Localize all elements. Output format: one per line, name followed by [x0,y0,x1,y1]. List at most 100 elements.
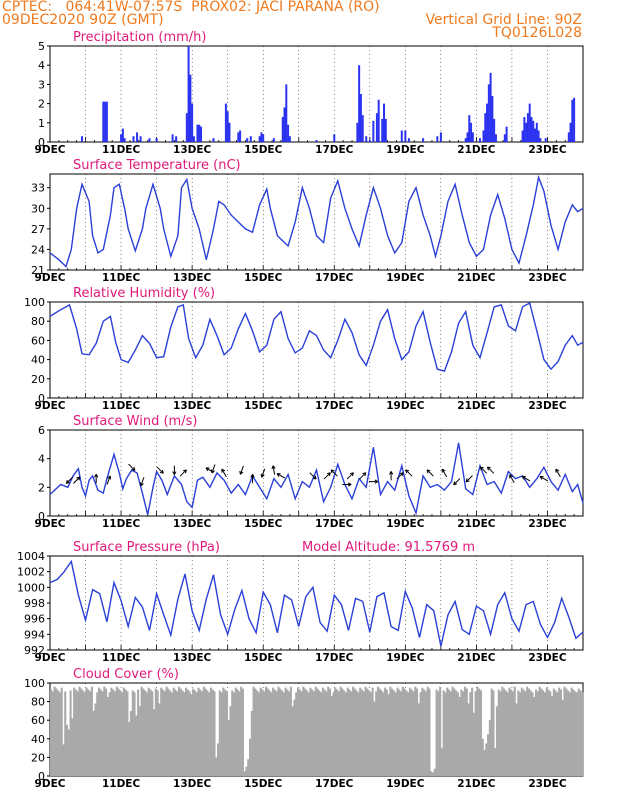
cloud-cover-bar [122,687,125,776]
wind-panel: 0 2 4 6 9DEC 11DEC 13DEC 15DEC 17DEC 19DEC 21DEC 23… [35,414,584,530]
cloud-panel: 0 20 40 60 80 100 9DEC 11DEC 13DEC 15DEC 17DEC 19DE… [24,667,584,790]
cloud-cover-bar [197,687,200,776]
precipitation-bar [384,118,387,142]
cloud-cover-bar [538,686,541,776]
precipitation-bar [521,130,524,142]
cloud-cover-bar [401,686,404,776]
precipitation-bar [104,101,107,142]
precipitation-bar [503,134,506,142]
cloud-cover-bar [81,690,85,776]
cloud-cover-bar [279,688,282,776]
precipitation-bar [381,118,384,142]
precipitation-xtick-label: 19DEC [386,144,425,156]
humidity-ytick-label: 40 [31,354,45,367]
wind-arrow [453,478,461,486]
temperature-xtick-label: 19DEC [386,272,425,284]
pressure-xtick-label: 15DEC [244,652,283,664]
cloud-cover-bar [273,689,276,776]
cloud-cover-bar [463,686,467,776]
cloud-cover-bar [78,686,81,776]
cloud-cover-bar [231,690,234,776]
cloud-cover-bar [50,689,53,776]
cloud-cover-bar [124,689,127,776]
cloud-cover-bar [462,691,465,776]
precipitation-bar [468,115,471,142]
cloud-cover-bar [442,690,445,776]
wind-arrow [239,465,244,475]
cloud-cover-bar [186,689,189,776]
wind-arrow-head [205,467,210,472]
cloud-cover-bar [311,689,314,776]
cloud-cover-bar [535,689,538,776]
cloud-cover-bar [417,703,420,776]
wind-arrow [465,475,473,483]
cloud-cover-bar [240,686,243,776]
cloud-cover-bar [135,715,138,776]
cloud-cover-bar [51,691,54,776]
precipitation-bar [333,134,336,142]
cloud-cover-bar [268,690,271,776]
cloud-cover-bar [575,692,578,776]
cloud-cover-bar [314,686,317,776]
cloud-cover-bar [113,691,117,776]
precipitation-bar [121,128,124,142]
cloud-cover-bar [517,690,520,776]
wind-arrow [140,477,145,486]
temperature-panel: 21 24 27 30 33 9DEC 11DEC 13DEC 15DEC 17DEC 19DEC 2… [31,158,584,284]
wind-arrow [396,472,404,480]
precipitation-bar [535,122,538,142]
cloud-cover-bar [309,687,312,776]
cloud-cover-bar [497,689,500,776]
cloud-cover-bar [67,729,70,776]
wind-arrow-head [539,475,544,480]
wind-arrow [66,476,74,484]
cloud-cover-bar [256,690,259,776]
humidity-frame [49,301,584,399]
precipitation-bar [123,138,126,142]
wind-arrow [128,463,136,471]
precipitation-bar [377,99,380,142]
cloud-cover-bar [428,688,431,776]
pressure-xtick-label: 19DEC [386,652,425,664]
cloud-cover-bar [558,687,561,776]
cloud-cover-bar [321,687,324,776]
precipitation-bar [375,113,378,142]
cloud-cover-bar [565,688,568,776]
cloud-cover-bar [211,689,214,776]
precipitation-bar [493,118,496,142]
cloud-cover-bar [561,699,564,776]
cloud-cover-bar [110,687,113,776]
wind-arrow [73,476,81,484]
cloud-cover-bar [327,686,330,776]
temperature-xtick-label: 9DEC [35,272,66,284]
wind-title: Surface Wind (m/s) [73,414,197,429]
precipitation-bar [359,94,362,142]
cloud-cover-bar [188,691,191,776]
cloud-cover-bar [272,687,275,776]
cloud-cover-bar [209,687,212,776]
cloud-cover-bar [266,688,269,776]
cloud-cover-bar [286,689,289,776]
cloud-cover-bar [410,689,413,776]
cloud-cover-bar [227,720,230,776]
humidity-ytick-label: 60 [31,334,45,347]
wind-arrow-head [521,475,526,480]
cloud-cover-bar [465,688,468,776]
cloud-cover-bar [320,692,323,776]
humidity-xtick-label: 9DEC [35,400,66,412]
cloud-cover-bar [435,689,438,776]
cloud-cover-bar [533,696,536,776]
cloud-cover-bar [494,748,497,776]
humidity-xtick-label: 15DEC [244,400,283,412]
cloud-cover-bar [570,687,573,776]
precipitation-bar [102,101,105,142]
wind-arrow [156,466,164,474]
cloud-cover-bar [531,692,534,776]
cloud-cover-bar [161,689,165,776]
wind-arrow-head [453,481,458,486]
cloud-cover-bar [126,691,129,776]
cloud-cover-bar [472,712,475,776]
cloud-cover-bar [55,688,58,776]
cloud-cover-bar [398,689,401,776]
cloud-cover-bar [234,687,237,776]
